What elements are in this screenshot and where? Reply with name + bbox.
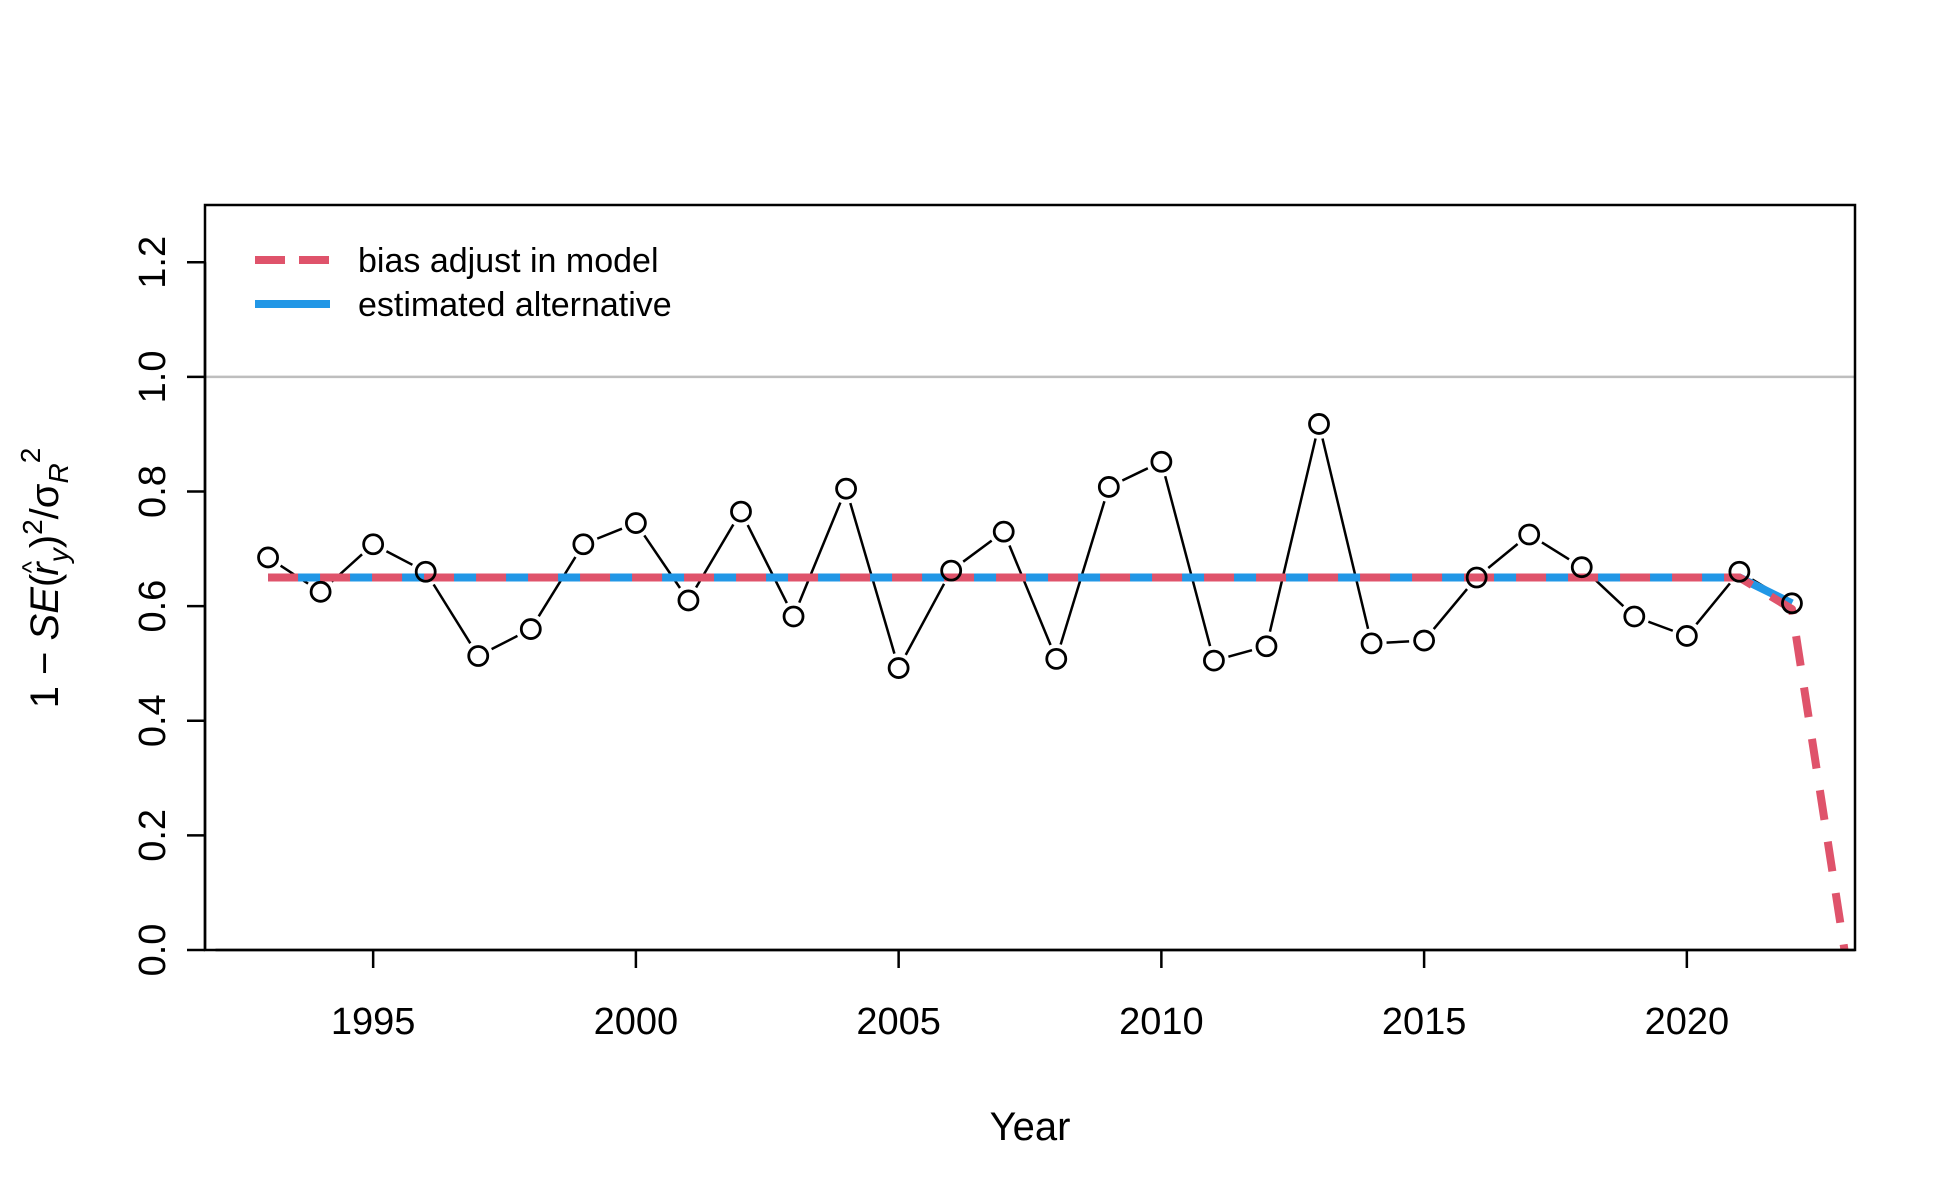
x-tick-label: 2010 (1119, 1001, 1204, 1043)
point-connector (798, 502, 842, 604)
data-point (519, 618, 542, 640)
y-tick-label: 1.0 (132, 351, 174, 404)
data-point (1308, 413, 1330, 435)
data-point (1675, 625, 1698, 647)
plot-marks (257, 413, 1849, 951)
point-connector (1386, 640, 1410, 644)
data-point (1413, 629, 1436, 652)
point-connector (491, 634, 519, 651)
y-axis-title: 1 − SE(^ry)2/σR2 (15, 448, 74, 709)
point-connector (385, 550, 413, 566)
point-connector (1541, 541, 1570, 561)
legend-label-estimated-alternative: estimated alternative (358, 286, 672, 324)
point-connector (1163, 475, 1212, 647)
point-connector (1321, 438, 1370, 630)
data-point (1781, 592, 1803, 615)
data-point (467, 645, 490, 667)
point-connector (1487, 543, 1519, 569)
data-point (992, 520, 1015, 543)
point-connector (1008, 545, 1052, 646)
legend-label-bias-adjust: bias adjust in model (358, 242, 659, 280)
point-connector (1591, 576, 1625, 608)
y-axis: 0.0 0.2 0.4 0.6 0.8 1.0 1.2 (132, 236, 207, 977)
data-point (835, 477, 857, 500)
data-point (1728, 560, 1751, 583)
data-point (1518, 523, 1541, 546)
point-connector (962, 539, 993, 563)
data-point (1623, 605, 1646, 628)
x-tick-label: 2020 (1645, 1001, 1730, 1043)
y-tick-label: 0.2 (132, 809, 174, 862)
x-axis: 1995 2000 2005 2010 2015 2020 (215, 948, 1855, 1043)
y-tick-label: 1.2 (132, 236, 174, 289)
y-tick-label: 0.0 (132, 924, 174, 977)
point-connector (537, 556, 577, 617)
data-point (1360, 632, 1383, 655)
point-connector (904, 583, 946, 656)
y-tick-label: 0.8 (132, 465, 174, 518)
data-point (1570, 556, 1593, 579)
y-tick-label: 0.6 (132, 580, 174, 633)
point-connector (432, 583, 472, 644)
x-tick-label: 2015 (1382, 1001, 1467, 1043)
data-point (782, 605, 805, 628)
point-connector (1121, 467, 1149, 482)
data-point (362, 533, 385, 556)
data-point (1255, 635, 1278, 658)
data-point (624, 512, 647, 534)
point-connector (1647, 620, 1674, 632)
x-tick-label: 1995 (331, 1001, 416, 1043)
x-tick-label: 2005 (856, 1001, 941, 1043)
x-tick-label: 2000 (594, 1001, 679, 1043)
point-connector (746, 524, 788, 604)
data-point (677, 589, 700, 612)
series-line-bias-adjust (268, 573, 1849, 951)
data-point (1465, 566, 1488, 589)
point-connector (596, 527, 623, 540)
y-tick-label: 0.4 (132, 694, 174, 747)
data-point (1150, 450, 1173, 473)
point-connector (1268, 438, 1317, 632)
point-connector (1228, 649, 1253, 658)
point-connector (1695, 582, 1731, 626)
data-point (414, 560, 437, 583)
data-point (1045, 647, 1068, 670)
data-point (887, 657, 910, 679)
data-point (940, 559, 963, 582)
point-connector (1059, 500, 1106, 645)
data-point (309, 580, 332, 603)
x-axis-title: Year (990, 1105, 1071, 1149)
data-point (1097, 476, 1120, 498)
legend: bias adjust in model estimated alternati… (255, 242, 672, 324)
data-point (257, 546, 279, 569)
data-point (572, 533, 595, 556)
data-point (1203, 649, 1225, 672)
point-connector (1432, 588, 1469, 630)
data-point (730, 500, 752, 523)
